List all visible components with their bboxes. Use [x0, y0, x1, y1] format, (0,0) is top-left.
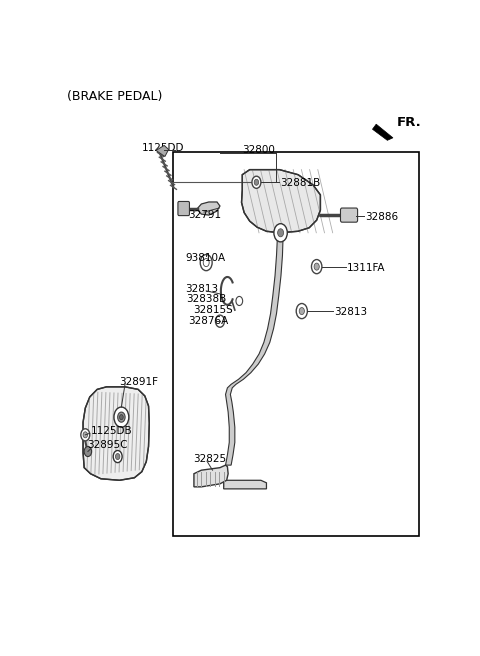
Circle shape	[216, 315, 225, 327]
Text: 32813: 32813	[185, 284, 218, 294]
Text: 32876A: 32876A	[188, 316, 228, 325]
Text: 93810A: 93810A	[185, 253, 225, 262]
Circle shape	[236, 297, 243, 306]
Text: 32791: 32791	[188, 210, 221, 220]
Circle shape	[113, 451, 122, 462]
Circle shape	[114, 407, 129, 427]
Circle shape	[203, 258, 209, 266]
Circle shape	[252, 176, 261, 188]
Circle shape	[254, 179, 259, 185]
Circle shape	[81, 429, 90, 441]
FancyBboxPatch shape	[178, 201, 190, 216]
Bar	[242, 168, 322, 233]
Text: 32891F: 32891F	[120, 377, 158, 387]
Polygon shape	[372, 124, 393, 140]
Text: 32800: 32800	[242, 146, 275, 155]
Text: (BRAKE PEDAL): (BRAKE PEDAL)	[67, 90, 163, 103]
Polygon shape	[241, 170, 321, 233]
Text: 32815S: 32815S	[193, 305, 233, 315]
Text: 32813: 32813	[335, 307, 368, 317]
Polygon shape	[226, 233, 283, 465]
Text: 32838B: 32838B	[186, 295, 227, 304]
Circle shape	[314, 263, 319, 270]
Circle shape	[312, 260, 322, 274]
Polygon shape	[194, 465, 228, 487]
Text: 32881B: 32881B	[280, 178, 321, 188]
Circle shape	[299, 308, 304, 315]
Circle shape	[296, 304, 307, 319]
Circle shape	[274, 224, 288, 242]
Text: 1125DD: 1125DD	[142, 144, 184, 154]
Circle shape	[200, 255, 212, 271]
Text: FR.: FR.	[396, 116, 421, 129]
Circle shape	[115, 453, 120, 460]
Text: 1311FA: 1311FA	[347, 262, 386, 273]
Circle shape	[84, 447, 92, 457]
Polygon shape	[156, 146, 168, 157]
Bar	[173, 152, 419, 536]
Text: 1125DB: 1125DB	[91, 426, 132, 436]
Text: 32825: 32825	[193, 454, 226, 464]
Circle shape	[120, 415, 123, 420]
Circle shape	[83, 432, 87, 438]
Polygon shape	[197, 202, 220, 215]
Text: 32886: 32886	[365, 212, 398, 222]
Polygon shape	[224, 480, 266, 489]
Circle shape	[118, 412, 125, 422]
FancyBboxPatch shape	[340, 208, 358, 222]
Polygon shape	[83, 387, 149, 480]
Text: 32895C: 32895C	[87, 440, 127, 450]
Circle shape	[277, 229, 284, 237]
